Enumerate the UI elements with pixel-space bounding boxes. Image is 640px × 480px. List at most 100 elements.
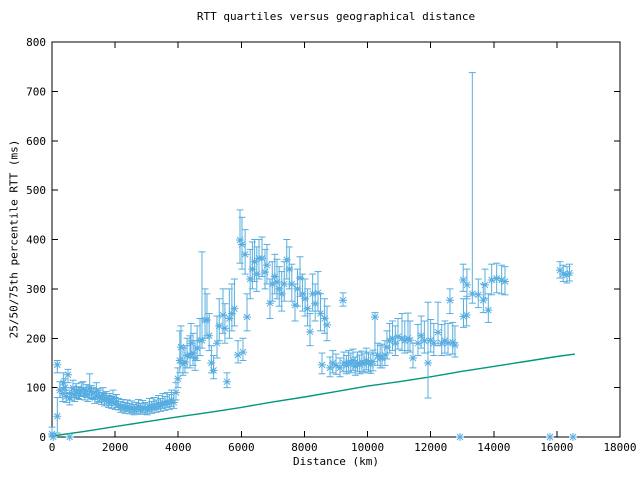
reference-line (51, 353, 575, 437)
asterisk-marker (230, 304, 239, 313)
asterisk-marker (215, 321, 224, 330)
asterisk-marker (339, 296, 348, 305)
asterisk-marker (388, 334, 397, 343)
asterisk-marker (67, 389, 76, 398)
asterisk-marker (185, 351, 194, 360)
asterisk-marker (225, 314, 234, 323)
asterisk-marker (48, 430, 56, 439)
asterisk-marker (459, 275, 468, 284)
asterisk-marker (450, 341, 459, 350)
x-tick-label: 14000 (477, 441, 510, 454)
asterisk-marker (220, 324, 229, 333)
x-ticks: 0 2000 4000 6000 8000 10000 12000 14000 16000 180… (49, 42, 637, 454)
x-tick-label: 18000 (603, 441, 636, 454)
asterisk-marker (49, 433, 58, 441)
asterisk-marker (320, 314, 329, 323)
asterisk-marker (63, 370, 72, 379)
asterisk-marker (189, 349, 198, 358)
asterisk-marker (219, 311, 227, 320)
asterisk-marker (323, 320, 332, 329)
asterisk-marker (568, 433, 577, 441)
asterisk-marker (258, 254, 267, 263)
asterisk-marker (500, 277, 509, 286)
y-tick-label: 700 (26, 85, 46, 98)
asterisk-marker (250, 257, 259, 266)
asterisk-marker (481, 280, 490, 289)
y-tick-label: 500 (26, 184, 46, 197)
y-tick-label: 200 (26, 332, 46, 345)
y-ticks: 0 100 200 300 400 500 600 700 800 (26, 36, 620, 444)
asterisk-marker (459, 312, 468, 321)
asterisk-marker (99, 391, 108, 400)
asterisk-marker (272, 277, 281, 286)
asterisk-marker (65, 433, 74, 441)
plot-border (51, 41, 621, 438)
asterisk-marker (227, 309, 236, 318)
asterisk-marker (351, 362, 360, 371)
asterisk-marker (433, 328, 442, 337)
asterisk-marker (479, 296, 488, 305)
asterisk-marker (484, 306, 493, 315)
asterisk-marker (97, 394, 106, 403)
asterisk-marker (455, 433, 464, 441)
x-tick-label: 6000 (228, 441, 255, 454)
asterisk-marker (160, 400, 169, 409)
y-tick-label: 0 (39, 431, 46, 444)
asterisk-marker (308, 289, 317, 298)
asterisk-marker (246, 275, 255, 283)
asterisk-marker (62, 392, 71, 401)
asterisk-marker (261, 268, 269, 277)
asterisk-marker (303, 304, 312, 313)
asterisk-marker (102, 393, 111, 402)
asterisk-marker (59, 378, 68, 387)
asterisk-marker (444, 339, 453, 348)
asterisk-marker (252, 270, 261, 279)
asterisk-marker (111, 399, 120, 408)
asterisk-marker (545, 433, 554, 441)
asterisk-marker (53, 360, 62, 369)
asterisk-marker (248, 265, 257, 274)
asterisk-marker (426, 336, 435, 345)
asterisk-marker (305, 327, 314, 336)
asterisk-marker (468, 289, 477, 298)
asterisk-marker (134, 402, 143, 411)
asterisk-marker (290, 301, 299, 310)
asterisk-marker (152, 403, 161, 412)
asterisk-marker (112, 397, 121, 406)
asterisk-marker (169, 398, 178, 407)
asterisk-marker (262, 261, 271, 270)
asterisk-marker (138, 403, 147, 412)
asterisk-marker (143, 405, 152, 414)
asterisk-marker (197, 336, 206, 345)
x-tick-label: 12000 (414, 441, 447, 454)
asterisk-marker (268, 279, 277, 288)
asterisk-marker (241, 250, 250, 259)
asterisk-marker (265, 299, 274, 308)
asterisk-marker (75, 389, 84, 398)
asterisk-marker (295, 274, 304, 283)
asterisk-marker (417, 331, 426, 340)
asterisk-marker (355, 360, 364, 369)
x-tick-label: 10000 (351, 441, 384, 454)
asterisk-marker (360, 359, 369, 368)
asterisk-marker (448, 338, 457, 347)
asterisk-marker (462, 280, 471, 289)
asterisk-marker (125, 404, 134, 413)
asterisk-marker (147, 404, 156, 413)
asterisk-marker (233, 351, 242, 360)
chart-title: RTT quartiles versus geographical distan… (196, 10, 476, 23)
asterisk-marker (89, 389, 98, 398)
asterisk-marker (78, 385, 87, 394)
asterisk-marker (180, 357, 189, 366)
asterisk-marker (311, 299, 320, 308)
x-tick-label: 8000 (291, 441, 318, 454)
asterisk-marker (82, 387, 91, 396)
asterisk-marker (68, 384, 77, 393)
asterisk-marker (316, 309, 325, 318)
asterisk-marker (555, 266, 564, 275)
y-tick-label: 100 (26, 382, 46, 395)
asterisk-marker (497, 275, 506, 284)
asterisk-marker (80, 389, 89, 398)
asterisk-marker (487, 275, 496, 284)
